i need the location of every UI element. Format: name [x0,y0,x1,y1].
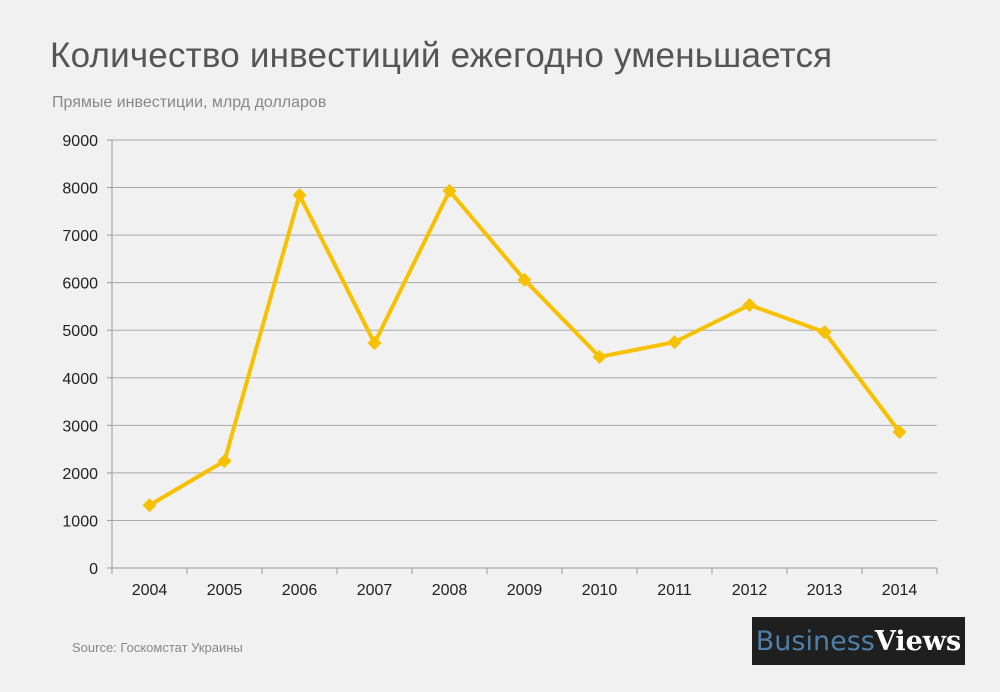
chart-title: Количество инвестиций ежегодно уменьшает… [50,36,833,75]
data-point [142,498,157,513]
data-point [592,349,607,364]
data-point [892,424,907,439]
y-tick-label: 1000 [62,513,98,530]
data-point [667,335,682,350]
x-tick-label: 2011 [657,582,692,599]
x-tick-label: 2006 [282,582,318,599]
series-line [148,188,902,507]
x-tick-label: 2010 [582,582,618,599]
y-tick-label: 7000 [62,228,98,245]
y-tick-label: 2000 [62,466,98,483]
x-tick-label: 2008 [432,582,468,599]
x-tick-label: 2005 [207,582,243,599]
businessviews-logo: Business Views [752,617,965,665]
data-point [217,454,232,468]
y-tick-label: 9000 [62,133,98,150]
y-tick-label: 6000 [62,276,98,293]
data-point [292,188,307,203]
x-tick-label: 2007 [357,582,393,599]
x-tick-label: 2004 [132,582,168,599]
data-point [817,325,832,340]
data-point [367,336,382,351]
y-tick-label: 5000 [62,323,98,340]
y-tick-label: 4000 [62,371,98,388]
logo-part1: Business [755,625,875,657]
source-note: Source: Госкомстат Украины [72,640,243,655]
x-tick-label: 2009 [507,582,543,599]
logo-part2: Views [874,625,962,657]
data-point [517,272,532,287]
x-tick-label: 2014 [882,582,918,599]
data-point [442,183,457,198]
chart-subtitle: Прямые инвестиции, млрд долларов [52,94,327,111]
x-tick-label: 2013 [807,582,843,599]
data-point [742,298,757,313]
y-tick-label: 8000 [62,181,98,198]
y-tick-label: 3000 [62,418,98,435]
y-tick-label: 0 [89,561,98,578]
x-tick-label: 2012 [732,582,768,599]
